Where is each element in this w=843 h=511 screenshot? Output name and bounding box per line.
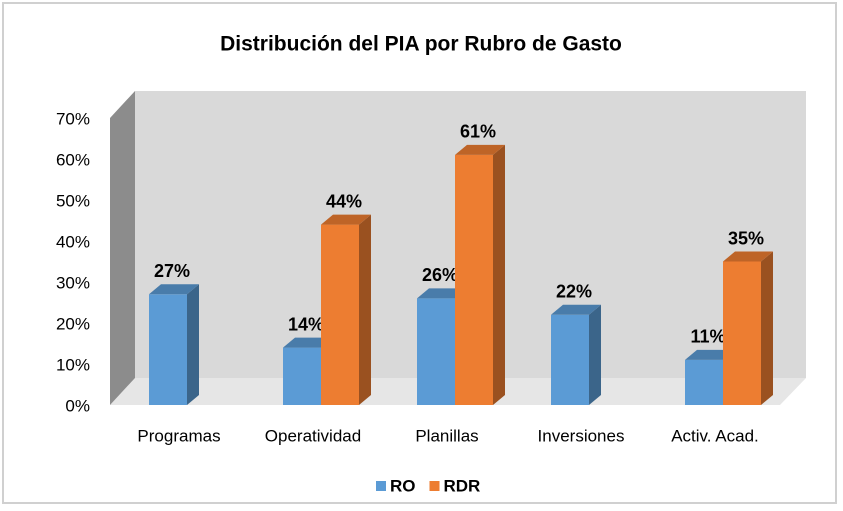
x-tick-label: Planillas bbox=[415, 426, 478, 445]
data-label: 61% bbox=[460, 122, 496, 142]
data-label: 35% bbox=[728, 228, 764, 248]
chart-title: Distribución del PIA por Rubro de Gasto bbox=[220, 33, 622, 56]
bar-side bbox=[359, 214, 371, 405]
legend-swatch bbox=[376, 481, 386, 491]
y-tick-label: 10% bbox=[56, 355, 90, 374]
bar bbox=[455, 144, 505, 405]
bar-front bbox=[417, 298, 455, 405]
x-tick-label: Programas bbox=[137, 426, 220, 445]
bar bbox=[321, 214, 371, 405]
bar bbox=[723, 251, 773, 405]
bar bbox=[551, 304, 601, 405]
bar-top bbox=[455, 144, 505, 155]
bar-front bbox=[723, 261, 761, 405]
bar-top bbox=[723, 251, 773, 262]
y-tick-label: 70% bbox=[56, 109, 90, 128]
legend-label: RO bbox=[390, 476, 416, 495]
bar-front bbox=[149, 294, 187, 405]
bar-side bbox=[761, 251, 773, 405]
data-label: 27% bbox=[154, 261, 190, 281]
y-tick-label: 20% bbox=[56, 314, 90, 333]
bar-front bbox=[455, 154, 493, 405]
data-label: 14% bbox=[288, 314, 324, 334]
x-tick-label: Operatividad bbox=[265, 426, 361, 445]
bar-front bbox=[685, 359, 723, 405]
bar-top bbox=[417, 288, 467, 299]
y-tick-label: 50% bbox=[56, 191, 90, 210]
bar-front bbox=[321, 224, 359, 405]
bar-top bbox=[283, 337, 333, 348]
legend-label: RDR bbox=[444, 476, 481, 495]
bar-side bbox=[187, 284, 199, 405]
data-label: 22% bbox=[556, 282, 592, 302]
bar bbox=[149, 284, 199, 405]
x-tick-label: Activ. Acad. bbox=[671, 426, 759, 445]
legend-swatch bbox=[429, 481, 440, 491]
y-tick-label: 0% bbox=[65, 396, 90, 415]
bar-side bbox=[589, 304, 601, 405]
bar-side bbox=[493, 144, 505, 405]
bar-top bbox=[685, 349, 735, 360]
y-tick-label: 60% bbox=[56, 150, 90, 169]
data-label: 26% bbox=[422, 265, 458, 285]
bar-top bbox=[551, 304, 601, 315]
data-label: 11% bbox=[690, 327, 725, 347]
side-wall bbox=[110, 91, 135, 405]
y-tick-label: 40% bbox=[56, 232, 90, 251]
bar-top bbox=[149, 284, 199, 295]
bar-front bbox=[283, 347, 321, 405]
bar-front bbox=[551, 314, 589, 405]
bar-top bbox=[321, 214, 371, 225]
data-label: 44% bbox=[326, 191, 362, 211]
y-tick-label: 30% bbox=[56, 273, 90, 292]
x-tick-label: Inversiones bbox=[538, 426, 625, 445]
